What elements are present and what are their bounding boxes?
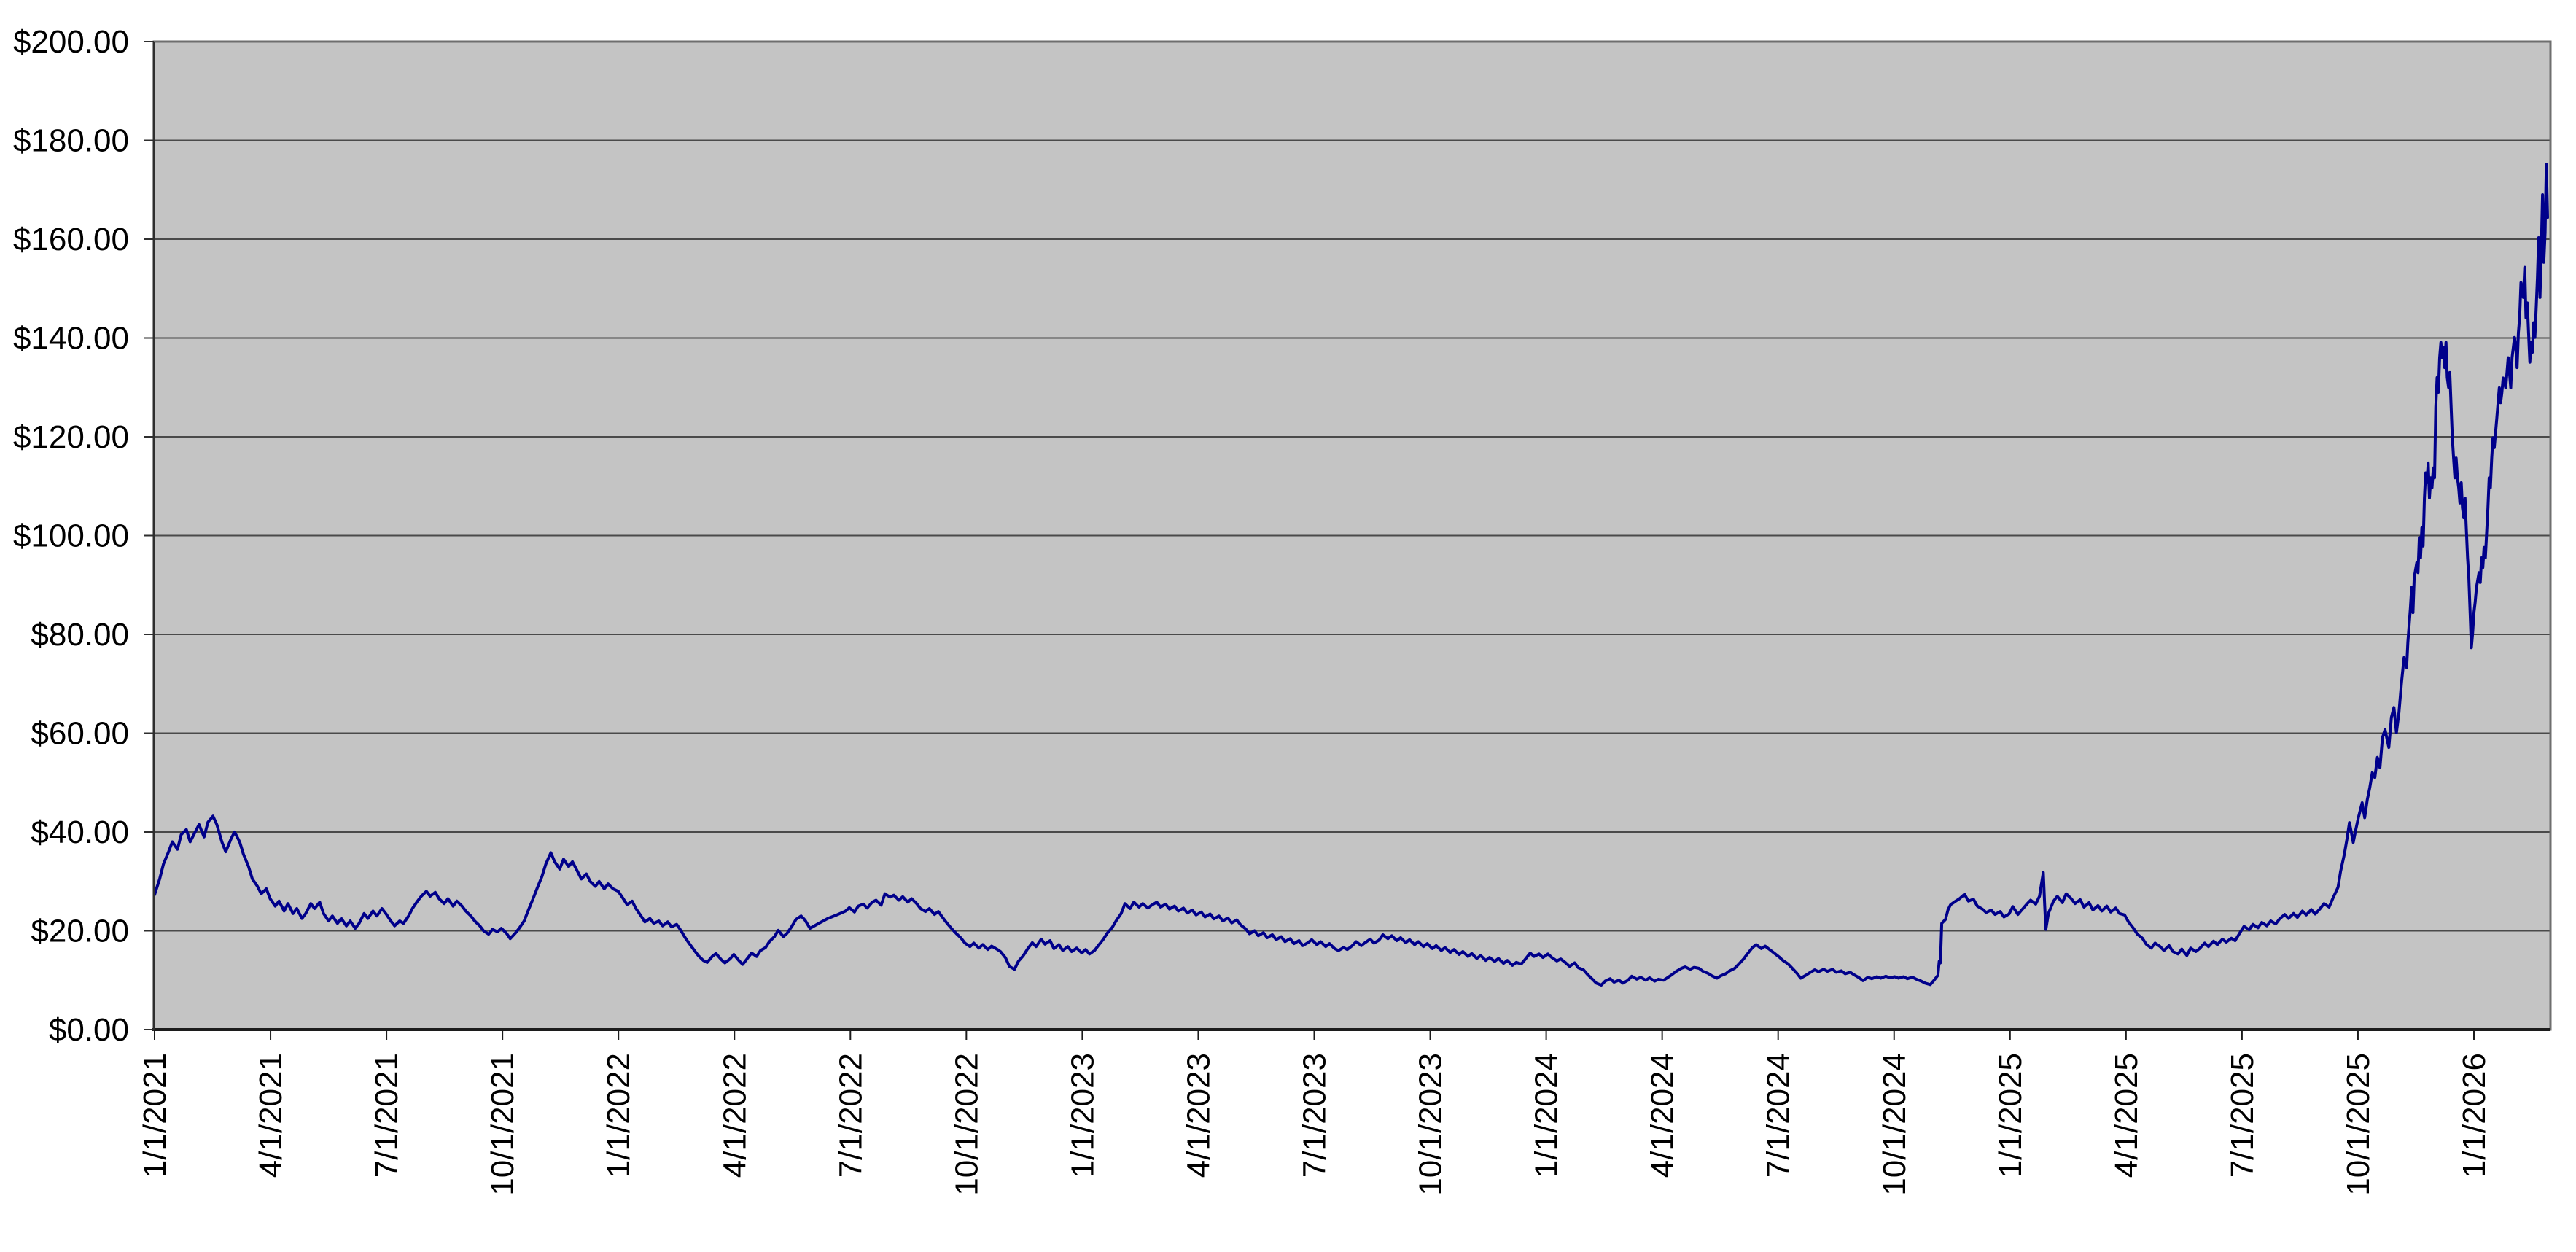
x-axis-label: 7/1/2022 bbox=[833, 1053, 868, 1178]
x-axis-label: 7/1/2021 bbox=[369, 1053, 405, 1178]
x-axis-label: 10/1/2021 bbox=[485, 1053, 521, 1196]
x-axis-label: 10/1/2023 bbox=[1413, 1053, 1449, 1196]
y-axis-label: $200.00 bbox=[13, 24, 129, 60]
x-axis-label: 4/1/2025 bbox=[2109, 1053, 2144, 1178]
x-axis-label: 4/1/2024 bbox=[1645, 1053, 1681, 1178]
y-axis-label: $40.00 bbox=[31, 814, 129, 850]
x-axis-label: 7/1/2024 bbox=[1761, 1053, 1797, 1178]
y-axis-label: $0.00 bbox=[49, 1012, 129, 1048]
x-axis-label: 10/1/2022 bbox=[949, 1053, 984, 1196]
x-axis-label: 4/1/2023 bbox=[1180, 1053, 1216, 1178]
x-axis-label: 1/1/2025 bbox=[1993, 1053, 2028, 1178]
x-axis-label: 10/1/2024 bbox=[1877, 1053, 1912, 1196]
y-axis-label: $20.00 bbox=[31, 914, 129, 949]
x-axis-label: 1/1/2026 bbox=[2456, 1053, 2492, 1178]
x-axis-label: 1/1/2022 bbox=[601, 1053, 637, 1178]
y-axis-label: $140.00 bbox=[13, 321, 129, 357]
y-axis-label: $80.00 bbox=[31, 617, 129, 653]
y-axis-label: $100.00 bbox=[13, 518, 129, 554]
x-axis-label: 4/1/2021 bbox=[253, 1053, 289, 1178]
x-axis-label: 7/1/2025 bbox=[2225, 1053, 2260, 1178]
y-axis-label: $120.00 bbox=[13, 419, 129, 455]
x-axis-label: 1/1/2021 bbox=[137, 1053, 173, 1178]
y-axis-label: $180.00 bbox=[13, 123, 129, 159]
x-axis-label: 4/1/2022 bbox=[717, 1053, 752, 1178]
x-axis-label: 10/1/2025 bbox=[2340, 1053, 2376, 1196]
x-axis-label: 1/1/2024 bbox=[1529, 1053, 1565, 1178]
x-axis-label: 1/1/2023 bbox=[1065, 1053, 1100, 1178]
y-axis-label: $60.00 bbox=[31, 716, 129, 752]
price-line bbox=[153, 163, 2549, 987]
y-axis-label: $160.00 bbox=[13, 222, 129, 257]
x-axis-label: 7/1/2023 bbox=[1297, 1053, 1333, 1178]
